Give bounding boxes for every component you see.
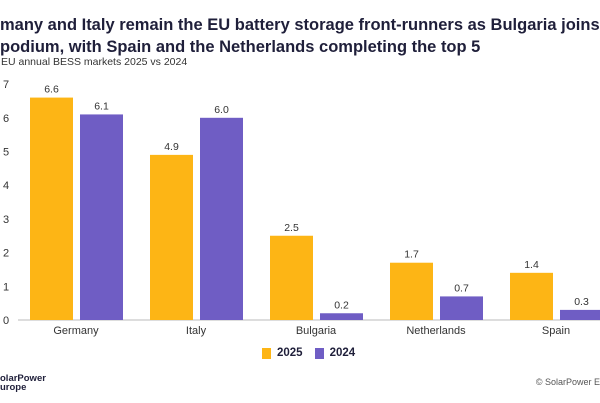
- bar-2024-italy: [200, 117, 243, 320]
- chart-title: many and Italy remain the EU battery sto…: [0, 16, 600, 56]
- y-tick-label: 5: [3, 147, 9, 159]
- bar-2024-netherlands: [440, 296, 483, 320]
- data-label: 6.0: [214, 104, 229, 116]
- x-tick-label: Bulgaria: [296, 325, 337, 337]
- y-tick-label: 1: [3, 281, 9, 293]
- bar-2024-germany: [80, 114, 123, 321]
- data-label: 6.6: [44, 84, 59, 96]
- y-tick-label: 4: [3, 180, 9, 192]
- data-label: 2.5: [284, 222, 299, 234]
- data-label: 6.1: [94, 100, 109, 112]
- chart-subtitle: EU annual BESS markets 2025 vs 2024: [1, 56, 188, 68]
- x-tick-label: Italy: [186, 325, 207, 337]
- data-label: 4.9: [164, 141, 179, 153]
- bar-2025-spain: [510, 272, 553, 320]
- data-label: 0.2: [334, 299, 349, 311]
- legend-swatch: [262, 347, 271, 359]
- data-label: 1.4: [524, 259, 539, 271]
- bar-2025-germany: [30, 97, 73, 320]
- y-tick-label: 7: [3, 79, 9, 91]
- y-tick-label: 0: [3, 315, 9, 327]
- y-tick-label: 6: [3, 113, 9, 125]
- bar-2025-bulgaria: [270, 235, 313, 320]
- bar-2024-spain: [560, 309, 600, 320]
- solarpower-europe-logo: olarPower urope: [0, 373, 46, 393]
- data-label: 1.7: [404, 249, 419, 261]
- bar-2024-bulgaria: [320, 313, 363, 320]
- bar-2025-italy: [150, 154, 193, 320]
- legend: 2025 2024: [262, 347, 355, 359]
- bar-chart: 0 1 2 3 4 5 6 7 6.6 6.1 Germany 4.9 6.0 Italy 2.5 0.2 Bu…: [3, 79, 600, 337]
- data-label: 0.3: [574, 296, 589, 308]
- x-tick-label: Spain: [542, 325, 570, 337]
- y-tick-label: 3: [3, 214, 9, 226]
- data-label: 0.7: [454, 282, 469, 294]
- x-tick-label: Germany: [53, 325, 99, 337]
- x-tick-label: Netherlands: [406, 325, 466, 337]
- bar-2025-netherlands: [390, 262, 433, 320]
- y-tick-label: 2: [3, 248, 9, 260]
- copyright: © SolarPower E: [535, 377, 600, 387]
- legend-item-2024: 2024: [314, 347, 355, 359]
- legend-swatch: [314, 347, 324, 359]
- legend-item-2025: 2025: [262, 347, 303, 359]
